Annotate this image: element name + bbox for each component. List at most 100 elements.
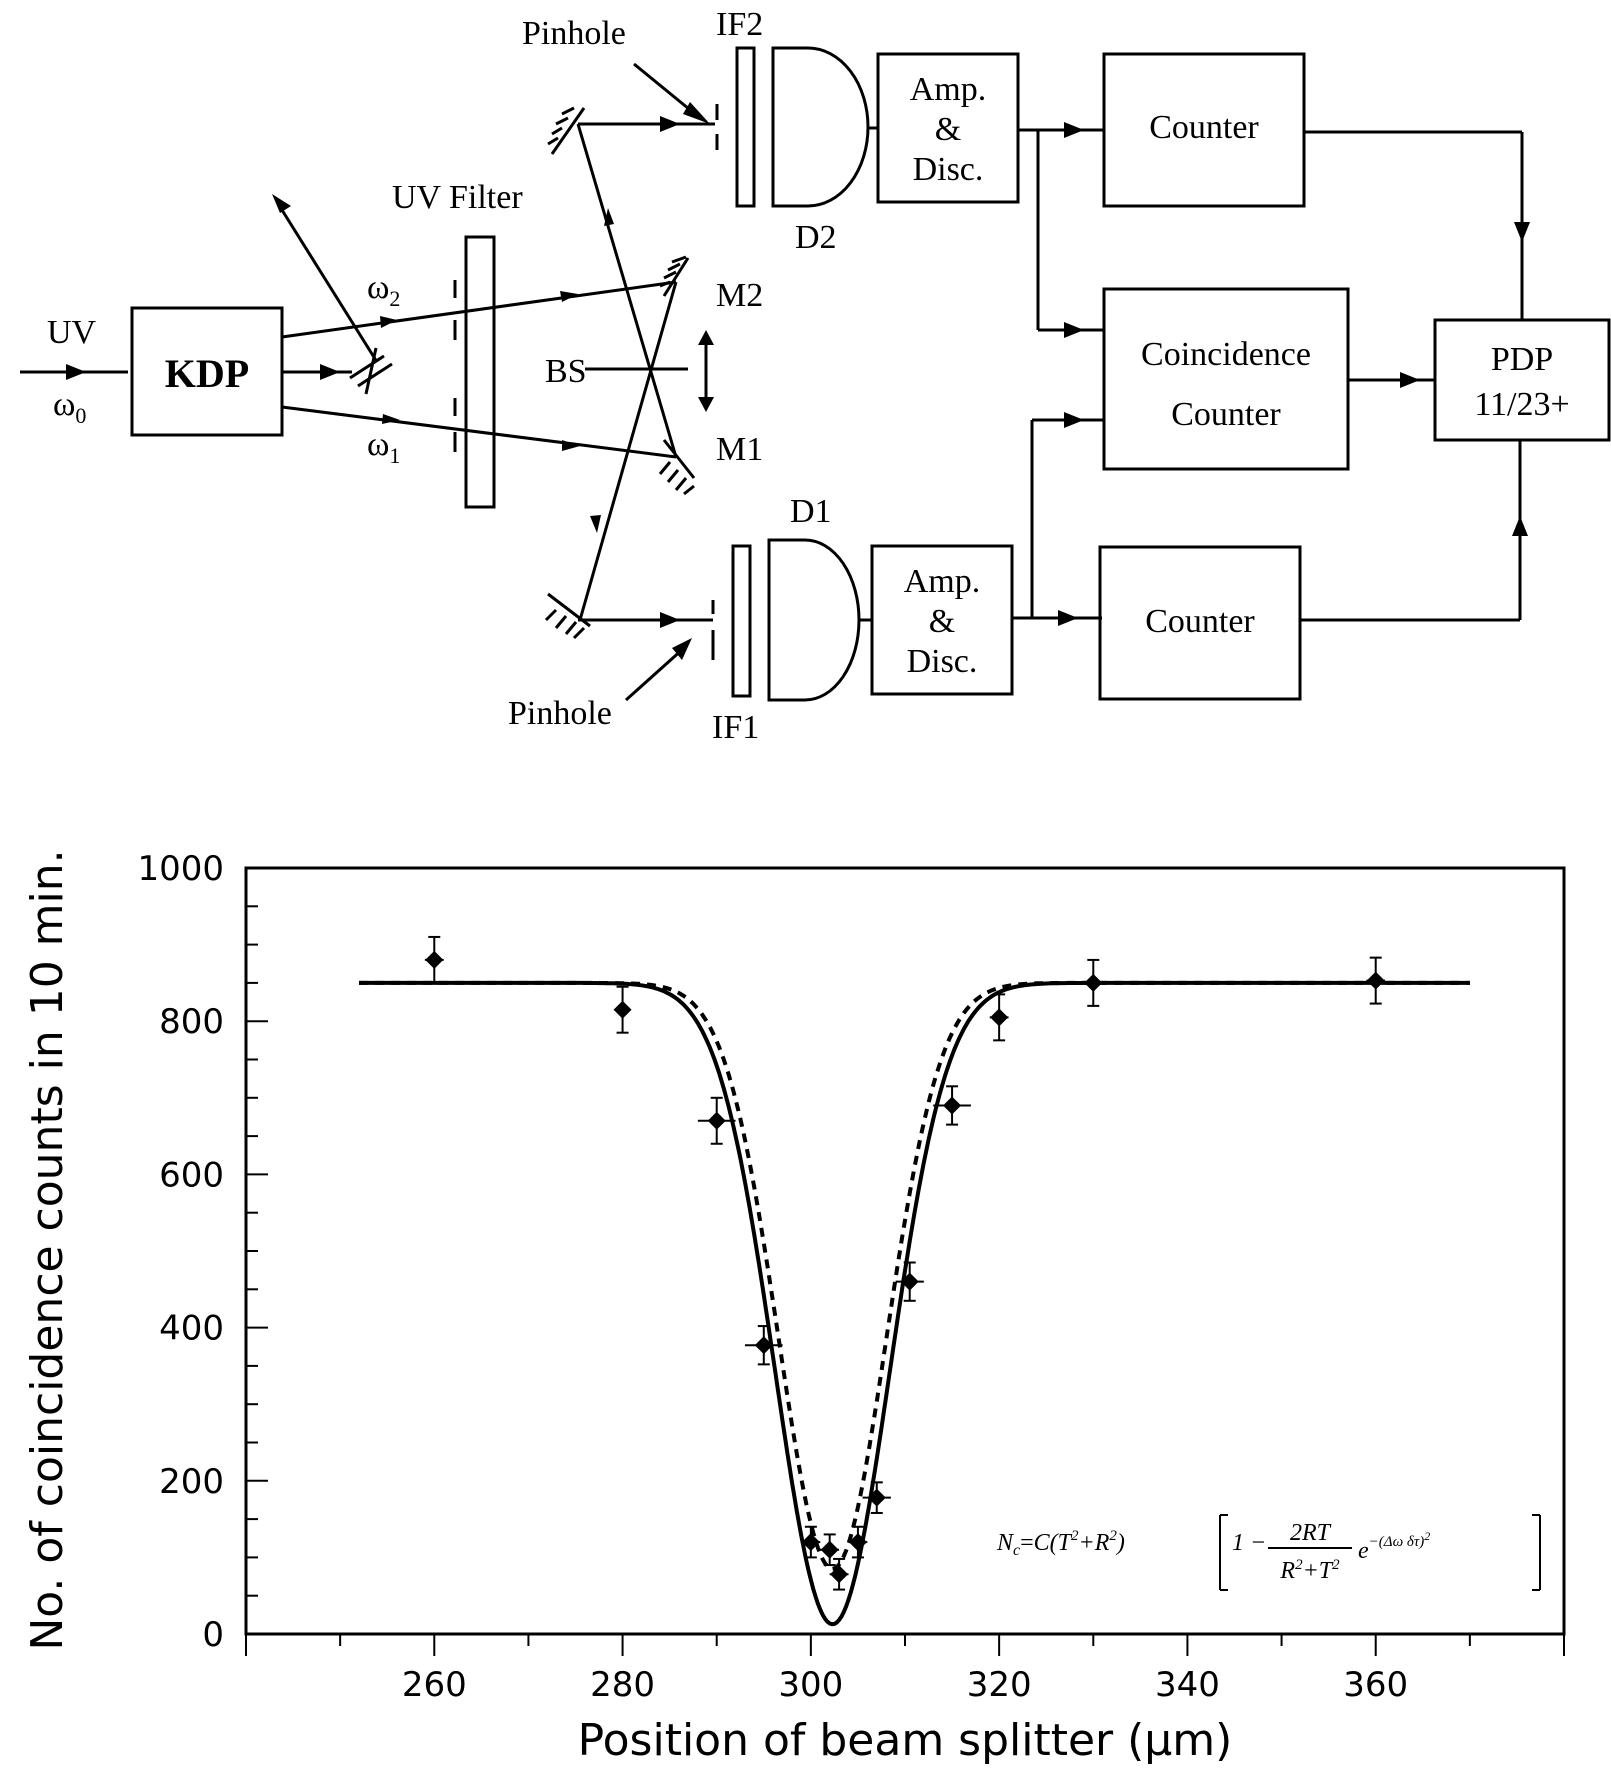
amp-top-line1: Amp. <box>910 71 987 108</box>
uv-filter-plate <box>464 235 496 509</box>
amp-bottom-line2: & <box>929 603 955 640</box>
data-point <box>989 993 1009 1042</box>
detector-d1-label: D1 <box>790 493 832 530</box>
reflected-uv-beam <box>280 209 379 363</box>
x-tick-label: 360 <box>1343 1665 1408 1705</box>
point-marker <box>801 1533 820 1552</box>
point-marker <box>990 1008 1009 1027</box>
uv-input-arrow <box>66 364 86 380</box>
point-marker <box>754 1336 773 1355</box>
omega1-label: ω1 <box>367 426 400 468</box>
counter-bottom-box <box>1098 545 1302 701</box>
filter-if1 <box>731 544 752 698</box>
beam-omega1 <box>281 405 677 459</box>
point-marker <box>867 1488 886 1507</box>
fold-mirror-bottom-icon <box>544 592 591 640</box>
svg-text:2RT: 2RT <box>1290 1520 1332 1546</box>
svg-text:e−(Δω δτ)2: e−(Δω δτ)2 <box>1358 1529 1430 1564</box>
mirror-m2-label: M2 <box>716 277 763 314</box>
filter-if2-label: IF2 <box>716 6 763 43</box>
point-marker <box>707 1111 726 1130</box>
mirror-m2-icon <box>659 255 690 297</box>
data-point <box>1083 958 1103 1007</box>
beam-splitter-label: BS <box>545 353 587 390</box>
data-point <box>613 985 632 1034</box>
y-axis-ticks: 0 200 400 600 800 1000 <box>137 849 268 1655</box>
data-point <box>820 1533 840 1567</box>
uv-filter-label: UV Filter <box>392 179 523 216</box>
fit-curve-dashed <box>359 980 1470 1571</box>
mirror-m1-label: M1 <box>716 431 763 468</box>
counter-top-label: Counter <box>1149 109 1259 146</box>
computer-line1: PDP <box>1491 341 1553 378</box>
filter-if1-label: IF1 <box>712 709 759 746</box>
data-point <box>801 1525 821 1559</box>
y-tick-label: 600 <box>159 1155 224 1195</box>
beam-omega2 <box>281 280 677 339</box>
mirror-m1-icon <box>658 439 696 496</box>
amp-disc-top-box <box>876 52 1020 204</box>
coincidence-plot: 260 280 300 320 340 360 0 200 400 600 800 1000 Pos… <box>22 849 1566 1766</box>
point-marker <box>900 1272 919 1291</box>
equation-lhs: Nc=C(T2+R2) <box>996 1528 1125 1559</box>
y-tick-label: 1000 <box>137 849 224 889</box>
kdp-label: KDP <box>165 351 249 396</box>
detector-d1-icon <box>767 538 861 702</box>
reflected-uv-arrow <box>272 194 291 213</box>
point-marker <box>613 1000 632 1019</box>
data-point <box>697 1096 736 1145</box>
point-marker <box>1366 971 1385 990</box>
detector-d2-label: D2 <box>795 219 837 256</box>
svg-text:R2+T2: R2+T2 <box>1279 1557 1340 1584</box>
coincidence-line1: Coincidence <box>1141 336 1311 373</box>
computer-line2: 11/23+ <box>1474 386 1569 423</box>
coincidence-counter-box <box>1102 287 1350 471</box>
y-tick-label: 800 <box>159 1002 224 1042</box>
amp-top-line3: Disc. <box>913 151 984 188</box>
data-point <box>424 935 444 984</box>
point-marker <box>820 1540 839 1559</box>
amp-disc-bottom-box <box>870 544 1014 696</box>
computer-box <box>1433 318 1611 442</box>
data-point <box>862 1481 891 1514</box>
fold-mirror-top-icon <box>547 106 586 155</box>
x-tick-label: 300 <box>778 1665 843 1705</box>
pump-arrow <box>320 364 340 380</box>
data-point <box>933 1085 971 1126</box>
beam-m1-to-top <box>576 123 678 458</box>
amp-top-line2: & <box>935 111 961 148</box>
y-tick-label: 0 <box>202 1615 224 1655</box>
omega0-label: ω0 <box>53 386 86 428</box>
data-point <box>848 1525 868 1559</box>
point-marker <box>1084 973 1103 992</box>
amp-bottom-line3: Disc. <box>907 643 978 680</box>
omega2-label: ω2 <box>367 269 400 311</box>
pinhole-bottom-label: Pinhole <box>508 695 612 732</box>
point-marker <box>943 1096 962 1115</box>
fit-curve-solid <box>359 980 1470 1627</box>
y-tick-label: 400 <box>159 1309 224 1349</box>
x-tick-label: 280 <box>590 1665 655 1705</box>
point-marker <box>830 1565 849 1584</box>
point-marker <box>848 1533 867 1552</box>
x-tick-label: 260 <box>402 1665 467 1705</box>
data-point <box>829 1557 849 1591</box>
point-marker <box>425 950 444 969</box>
data-point <box>895 1261 924 1302</box>
counter-bottom-label: Counter <box>1145 603 1255 640</box>
fit-equation: Nc=C(T2+R2) 1 − 2RT R2+T2 e−(Δω δτ)2 <box>996 1514 1541 1591</box>
x-tick-label: 320 <box>967 1665 1032 1705</box>
pinhole-top-label: Pinhole <box>522 15 626 52</box>
x-axis-ticks: 260 280 300 320 340 360 <box>245 1634 1565 1705</box>
x-tick-label: 340 <box>1155 1665 1220 1705</box>
pinhole-bottom-pointer <box>624 646 686 702</box>
counter-top-box <box>1102 52 1306 208</box>
y-axis-label: No. of coincidence counts in 10 min. <box>22 849 73 1650</box>
y-tick-label: 200 <box>159 1462 224 1502</box>
beam-m2-to-bottom <box>578 281 678 621</box>
amp-bottom-line1: Amp. <box>904 563 981 600</box>
data-point <box>744 1325 783 1366</box>
data-point <box>1366 956 1386 1005</box>
detector-d2-icon <box>771 46 870 208</box>
